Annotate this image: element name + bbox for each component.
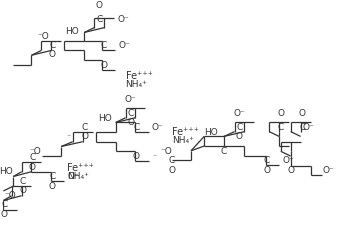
Text: ⁻O: ⁻O <box>160 147 172 156</box>
Text: O⁻: O⁻ <box>68 172 80 181</box>
Text: O: O <box>82 132 88 141</box>
Text: O⁻: O⁻ <box>119 41 131 50</box>
Text: O: O <box>49 50 56 59</box>
Text: O⁻: O⁻ <box>117 15 129 24</box>
Text: Fe⁺⁺⁺: Fe⁺⁺⁺ <box>67 163 94 173</box>
Text: NH₄⁺: NH₄⁺ <box>67 172 89 181</box>
Text: O: O <box>19 186 26 196</box>
Text: O⁻: O⁻ <box>125 95 136 104</box>
Text: O: O <box>49 182 56 191</box>
Text: O⁻: O⁻ <box>233 109 245 118</box>
Text: O: O <box>236 132 243 141</box>
Text: C: C <box>82 123 88 132</box>
Text: ⁻: ⁻ <box>153 152 157 161</box>
Text: O: O <box>168 166 175 175</box>
Text: Fe⁺⁺⁺: Fe⁺⁺⁺ <box>126 71 152 81</box>
Text: C: C <box>29 153 36 162</box>
Text: O: O <box>277 109 284 118</box>
Text: O⁻: O⁻ <box>151 123 163 132</box>
Text: ⁻O: ⁻O <box>30 147 41 156</box>
Text: C: C <box>96 15 102 24</box>
Text: O: O <box>264 166 270 175</box>
Text: HO: HO <box>99 114 112 123</box>
Text: O: O <box>1 210 8 219</box>
Text: O⁻: O⁻ <box>322 166 334 174</box>
Text: C: C <box>49 172 55 181</box>
Text: HO: HO <box>204 128 218 137</box>
Text: C: C <box>299 123 305 132</box>
Text: O: O <box>96 1 103 10</box>
Text: NH₄⁺: NH₄⁺ <box>172 136 194 145</box>
Text: O: O <box>133 152 140 161</box>
Text: C: C <box>278 123 284 132</box>
Text: HO: HO <box>0 167 13 176</box>
Text: O: O <box>127 119 134 127</box>
Text: O: O <box>29 163 36 172</box>
Text: C: C <box>49 41 55 50</box>
Text: C: C <box>127 109 134 118</box>
Text: O⁻: O⁻ <box>302 123 314 132</box>
Text: C: C <box>169 156 175 165</box>
Text: C: C <box>236 123 242 132</box>
Text: ⁻: ⁻ <box>67 132 71 141</box>
Text: O: O <box>287 166 294 175</box>
Text: NH₄⁺: NH₄⁺ <box>126 80 148 89</box>
Text: HO: HO <box>66 27 79 36</box>
Text: C: C <box>1 200 7 209</box>
Text: C: C <box>264 156 270 165</box>
Text: ⁻O: ⁻O <box>4 191 16 200</box>
Text: O: O <box>299 109 306 118</box>
Text: Fe⁺⁺⁺: Fe⁺⁺⁺ <box>172 127 199 137</box>
Text: C: C <box>101 41 107 50</box>
Text: C: C <box>20 177 26 186</box>
Text: O: O <box>101 61 108 70</box>
Text: ⁻O: ⁻O <box>37 32 49 41</box>
Text: C: C <box>221 147 227 156</box>
Text: C: C <box>133 123 139 132</box>
Text: O⁻: O⁻ <box>282 156 294 165</box>
